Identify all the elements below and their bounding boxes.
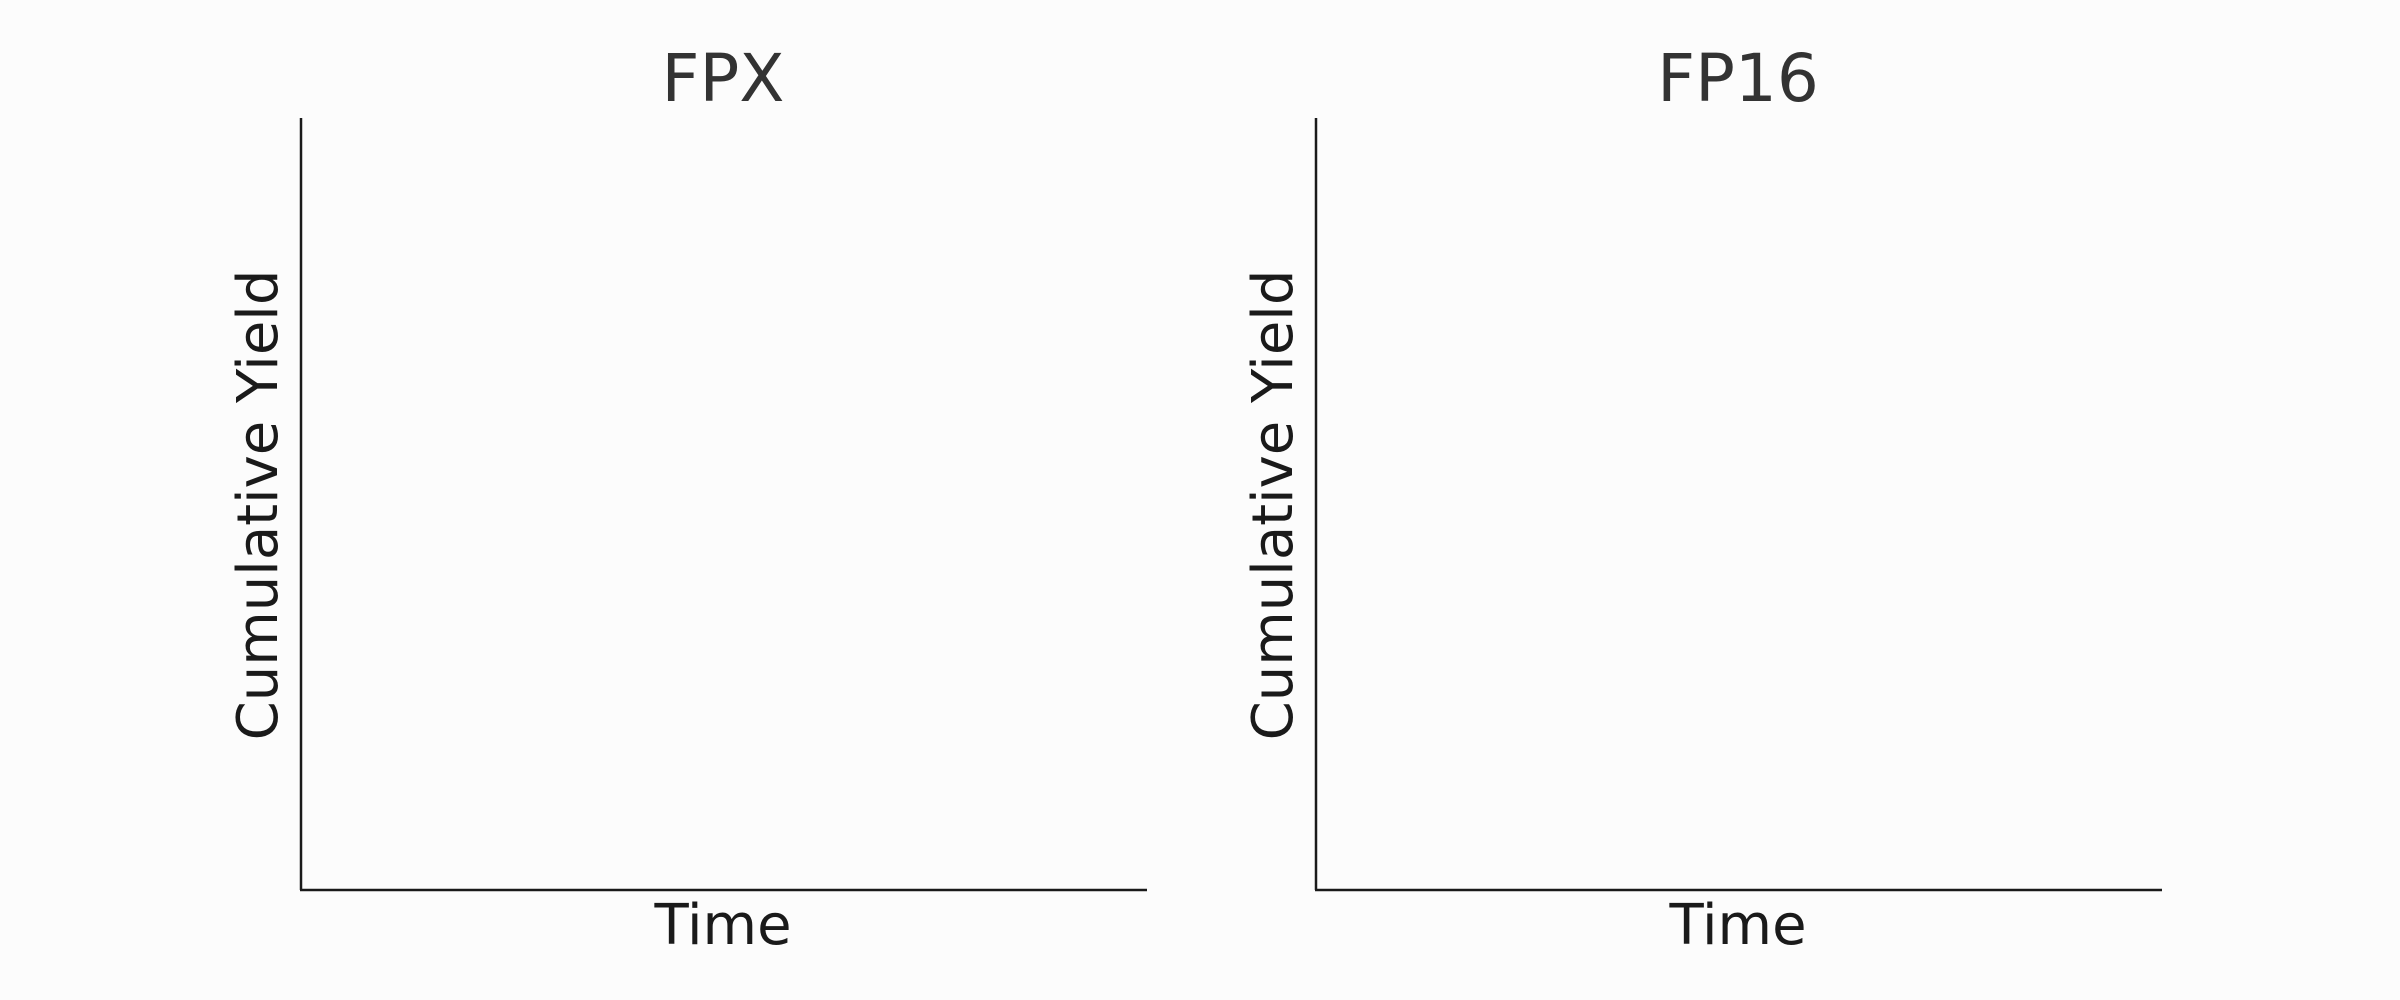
y-axis-label: Cumulative Yield [1241,270,1306,741]
chart-panel-fp16: FP16 Time Cumulative Yield [1241,40,2162,958]
chart-title: FPX [662,40,785,117]
y-axis-label: Cumulative Yield [226,270,291,741]
chart-title: FP16 [1657,40,1819,117]
x-axis-label: Time [1668,893,1806,958]
chart-panel-fpx: FPX Time Cumulative Yield [226,40,1147,958]
x-axis-label: Time [653,893,791,958]
